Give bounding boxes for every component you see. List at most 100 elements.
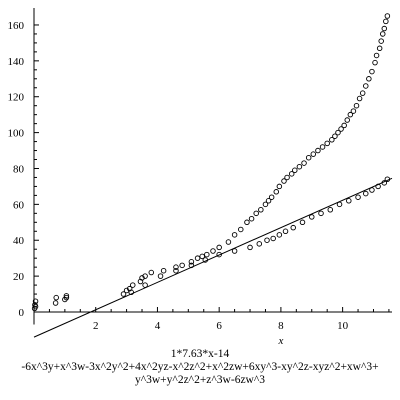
data-point <box>379 31 386 37</box>
data-point <box>284 174 290 181</box>
data-point <box>373 52 380 59</box>
data-point <box>384 176 391 182</box>
data-point <box>378 38 384 44</box>
x-tick-label: 4 <box>155 320 161 332</box>
data-point <box>216 244 222 251</box>
data-point <box>179 262 185 269</box>
data-point <box>194 255 201 261</box>
data-point <box>281 178 287 184</box>
data-point <box>305 154 312 161</box>
data-point <box>315 147 321 154</box>
data-point <box>253 210 259 217</box>
data-point <box>381 180 388 186</box>
data-point <box>299 219 306 226</box>
data-point <box>142 282 148 288</box>
data-point <box>265 198 272 204</box>
data-point <box>63 293 70 299</box>
data-point <box>381 25 388 32</box>
data-point <box>63 294 70 301</box>
data-point <box>359 90 366 96</box>
data-point <box>258 206 264 213</box>
data-point <box>53 294 59 301</box>
data-point <box>335 129 341 136</box>
data-point <box>310 151 317 157</box>
data-point <box>332 133 338 139</box>
y-tick-label: 120 <box>8 92 25 104</box>
caption-line-1: 1*7.63*x-14 <box>170 348 230 360</box>
data-point <box>248 215 255 222</box>
data-point <box>363 83 369 89</box>
data-point <box>199 253 205 260</box>
data-point <box>383 18 389 25</box>
data-point <box>276 232 283 238</box>
data-point <box>273 189 280 195</box>
y-tick-label: 80 <box>13 163 25 175</box>
data-point <box>204 251 210 258</box>
data-point <box>120 291 127 297</box>
data-point <box>350 108 357 114</box>
data-point <box>329 137 335 143</box>
y-tick-label: 40 <box>13 235 25 247</box>
data-point <box>347 111 354 118</box>
data-point <box>366 76 372 82</box>
data-point <box>324 140 330 147</box>
data-point <box>173 264 179 270</box>
y-tick-label: 60 <box>13 199 25 211</box>
data-point <box>247 244 253 251</box>
data-point <box>356 95 363 102</box>
data-point <box>353 102 360 109</box>
data-point <box>238 226 244 233</box>
fit-line <box>33 177 393 338</box>
data-point <box>270 235 276 242</box>
data-point <box>130 282 136 288</box>
caption-line-2: -6x^3y+x^3w-3x^2y^2+4x^2yz-x^2z^2+x^2zw+… <box>21 361 379 373</box>
data-point <box>363 190 369 197</box>
data-point <box>309 214 315 220</box>
data-point <box>372 59 378 66</box>
data-point <box>52 300 59 306</box>
data-point <box>344 117 351 123</box>
data-point <box>216 251 222 258</box>
data-point <box>282 228 289 235</box>
data-point <box>292 167 298 174</box>
data-point <box>160 267 167 274</box>
data-point <box>142 273 148 279</box>
data-point <box>264 237 270 243</box>
x-tick-label: 8 <box>278 320 284 332</box>
data-point <box>188 262 195 269</box>
data-point <box>355 194 361 200</box>
data-point <box>319 144 326 150</box>
data-point <box>231 248 238 254</box>
data-point <box>173 267 179 274</box>
y-tick-label: 140 <box>8 56 25 68</box>
data-point <box>202 257 209 263</box>
data-point <box>301 160 307 166</box>
data-point <box>268 194 275 200</box>
data-point <box>231 232 238 238</box>
data-point <box>276 183 283 190</box>
y-tick-label: 20 <box>13 271 25 283</box>
data-point <box>327 206 334 213</box>
data-point <box>375 183 381 190</box>
x-tick-label: 10 <box>337 320 349 332</box>
data-point <box>188 259 195 265</box>
data-point <box>148 269 155 276</box>
points-group <box>31 13 391 312</box>
data-point <box>262 201 269 208</box>
x-tick-label: 6 <box>216 320 222 332</box>
data-point <box>128 289 134 296</box>
data-point <box>341 122 347 129</box>
x-axis-title: x <box>277 335 283 347</box>
data-point <box>225 239 232 245</box>
x-tick-label: 2 <box>93 320 99 332</box>
data-point <box>290 224 296 231</box>
data-point <box>244 219 250 226</box>
data-point <box>376 45 383 52</box>
y-tick-label: 100 <box>8 128 25 140</box>
data-point <box>338 126 344 132</box>
data-point <box>157 273 164 279</box>
data-point <box>288 171 295 177</box>
fit-line-group <box>33 177 393 338</box>
